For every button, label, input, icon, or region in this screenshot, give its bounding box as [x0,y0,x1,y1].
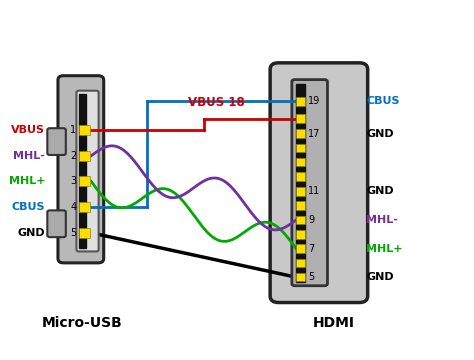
Bar [296,172,305,181]
Text: 5: 5 [70,228,76,238]
Text: GND: GND [18,228,45,238]
FancyBboxPatch shape [47,210,66,237]
Text: 4: 4 [70,202,76,212]
FancyBboxPatch shape [58,76,104,263]
Text: HDMI: HDMI [313,316,355,330]
Text: 7: 7 [308,244,314,253]
Bar [296,230,305,239]
Text: 11: 11 [308,186,320,197]
Bar [79,176,90,186]
Bar [296,273,305,282]
Text: 17: 17 [308,129,320,139]
Text: Micro-USB: Micro-USB [42,316,122,330]
Bar [79,94,86,248]
Text: GND: GND [366,129,394,139]
Bar [79,202,90,212]
FancyBboxPatch shape [47,128,66,155]
Text: 1: 1 [70,125,76,135]
Bar [296,84,305,282]
Text: GND: GND [366,186,394,197]
Text: CBUS: CBUS [366,96,400,107]
FancyBboxPatch shape [292,80,328,286]
Bar [79,151,90,161]
Text: VBUS 18: VBUS 18 [188,96,245,109]
Text: VBUS: VBUS [11,125,45,135]
Text: 5: 5 [308,272,314,282]
FancyBboxPatch shape [270,63,368,302]
Text: MHL-: MHL- [366,215,398,225]
Text: MHL+: MHL+ [9,176,45,186]
Text: MHL+: MHL+ [366,244,403,253]
Text: MHL-: MHL- [13,151,45,161]
Bar [296,158,305,166]
Text: 3: 3 [70,176,76,186]
Bar [296,202,305,210]
FancyBboxPatch shape [76,91,99,251]
Bar [79,228,90,238]
Text: CBUS: CBUS [11,202,45,212]
Bar [296,244,305,253]
Bar [296,187,305,196]
Bar [296,216,305,224]
Bar [79,125,90,135]
Bar [296,144,305,152]
Bar [296,129,305,138]
Text: 2: 2 [70,151,76,161]
Bar [296,258,305,267]
Text: 9: 9 [308,215,314,225]
Bar [296,97,305,106]
Text: GND: GND [366,272,394,282]
Text: 19: 19 [308,96,320,107]
Bar [296,114,305,123]
